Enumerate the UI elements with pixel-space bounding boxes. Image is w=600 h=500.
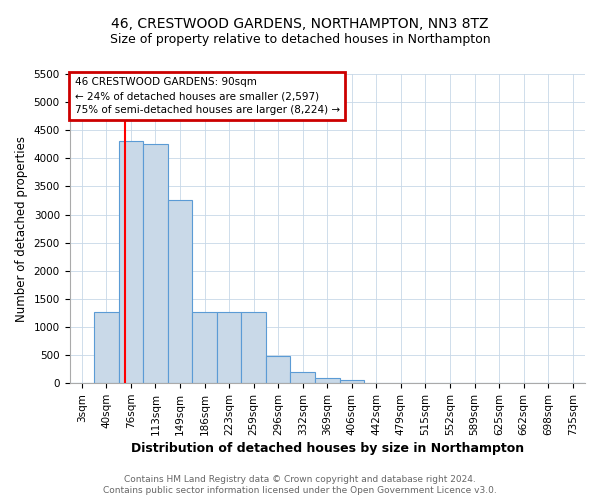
Bar — [143, 144, 168, 383]
Bar — [217, 312, 241, 383]
Bar — [315, 378, 340, 383]
Text: 46, CRESTWOOD GARDENS, NORTHAMPTON, NN3 8TZ: 46, CRESTWOOD GARDENS, NORTHAMPTON, NN3 … — [111, 18, 489, 32]
Bar — [168, 200, 192, 383]
Text: Contains public sector information licensed under the Open Government Licence v3: Contains public sector information licen… — [103, 486, 497, 495]
Text: 46 CRESTWOOD GARDENS: 90sqm
← 24% of detached houses are smaller (2,597)
75% of : 46 CRESTWOOD GARDENS: 90sqm ← 24% of det… — [74, 77, 340, 115]
Bar — [290, 372, 315, 383]
Text: Size of property relative to detached houses in Northampton: Size of property relative to detached ho… — [110, 32, 490, 46]
Bar — [241, 312, 266, 383]
Bar — [94, 312, 119, 383]
Bar — [340, 380, 364, 383]
Bar — [119, 142, 143, 383]
Text: Contains HM Land Registry data © Crown copyright and database right 2024.: Contains HM Land Registry data © Crown c… — [124, 474, 476, 484]
Y-axis label: Number of detached properties: Number of detached properties — [15, 136, 28, 322]
Bar — [192, 312, 217, 383]
Bar — [266, 356, 290, 383]
X-axis label: Distribution of detached houses by size in Northampton: Distribution of detached houses by size … — [131, 442, 524, 455]
